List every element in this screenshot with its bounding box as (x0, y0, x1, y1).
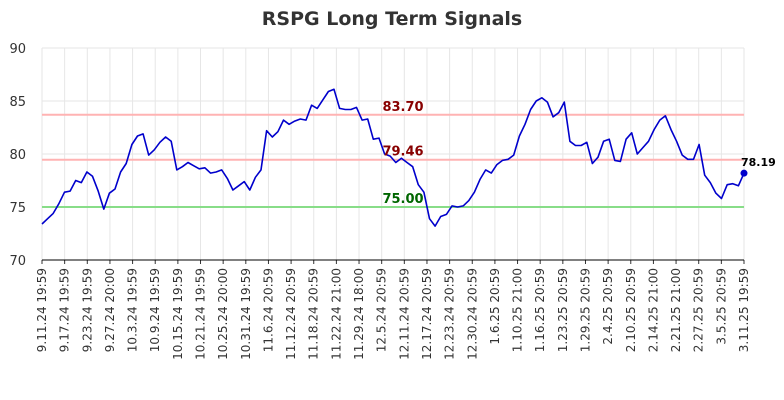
y-tick-label: 75 (9, 201, 26, 216)
x-tick-label: 2.27.25 20:59 (692, 268, 706, 352)
x-tick-label: 12.30.24 20:59 (465, 268, 479, 360)
y-tick-label: 85 (9, 95, 26, 110)
x-tick-label: 9.23.24 19:59 (80, 268, 94, 352)
series (41, 88, 748, 227)
y-tick-label: 90 (9, 42, 26, 57)
x-tick-label: 11.18.24 20:59 (307, 268, 321, 360)
x-axis: 9.11.24 19:59 9.17.24 19:59 9.23.24 19:59 9… (35, 259, 751, 360)
x-tick-label: 1.29.25 20:59 (578, 268, 592, 352)
x-tick-label: 1.10.25 21:00 (511, 268, 525, 352)
x-tick-label: 9.11.24 19:59 (35, 268, 49, 352)
x-tick-label: 1.6.25 20:59 (488, 268, 502, 345)
annotations: 83.70 79.46 75.00 78.19 (382, 100, 775, 207)
x-tick-label: 10.3.24 19:59 (126, 268, 140, 352)
x-tick-label: 10.15.24 19:59 (171, 268, 185, 360)
last-value-label: 78.19 (741, 156, 776, 169)
x-tick-label: 11.22.24 21:00 (329, 268, 343, 360)
x-tick-label: 12.11.24 20:59 (397, 268, 411, 360)
x-tick-label: 10.9.24 19:59 (148, 268, 162, 352)
x-tick-label: 3.5.25 20:59 (714, 268, 728, 345)
series-line (41, 88, 745, 227)
x-tick-label: 11.29.24 18:00 (352, 268, 366, 360)
x-tick-label: 1.23.25 20:59 (556, 268, 570, 352)
x-tick-label: 2.21.25 21:00 (669, 268, 683, 352)
y-axis: 70 75 80 85 90 (9, 42, 26, 269)
x-tick-label: 9.27.24 20:00 (103, 268, 117, 352)
x-tick-label: 10.25.24 20:00 (216, 268, 230, 360)
last-point-marker (740, 169, 748, 177)
y-tick-label: 70 (9, 254, 26, 269)
x-tick-label: 2.14.25 21:00 (646, 268, 660, 352)
x-tick-label: 3.11.25 19:59 (737, 268, 751, 352)
x-tick-label: 9.17.24 19:59 (58, 268, 72, 352)
x-tick-label: 10.31.24 19:59 (239, 268, 253, 360)
x-tick-label: 1.16.25 20:59 (533, 268, 547, 352)
x-tick-label: 2.10.25 20:59 (624, 268, 638, 352)
x-tick-label: 11.6.24 20:59 (261, 268, 275, 352)
middle-signal-label: 79.46 (382, 145, 423, 160)
x-tick-label: 12.23.24 20:59 (443, 268, 457, 360)
upper-signal-label: 83.70 (382, 100, 423, 115)
x-tick-label: 2.4.25 20:59 (601, 268, 615, 345)
lower-signal-label: 75.00 (382, 192, 423, 207)
x-tick-label: 11.12.24 20:59 (284, 268, 298, 360)
grid (41, 47, 745, 261)
x-tick-label: 12.5.24 20:59 (375, 268, 389, 352)
x-tick-label: 10.21.24 19:59 (194, 268, 208, 360)
x-tick-label: 12.17.24 20:59 (420, 268, 434, 360)
y-tick-label: 80 (9, 148, 26, 163)
chart-title: RSPG Long Term Signals (262, 8, 522, 30)
